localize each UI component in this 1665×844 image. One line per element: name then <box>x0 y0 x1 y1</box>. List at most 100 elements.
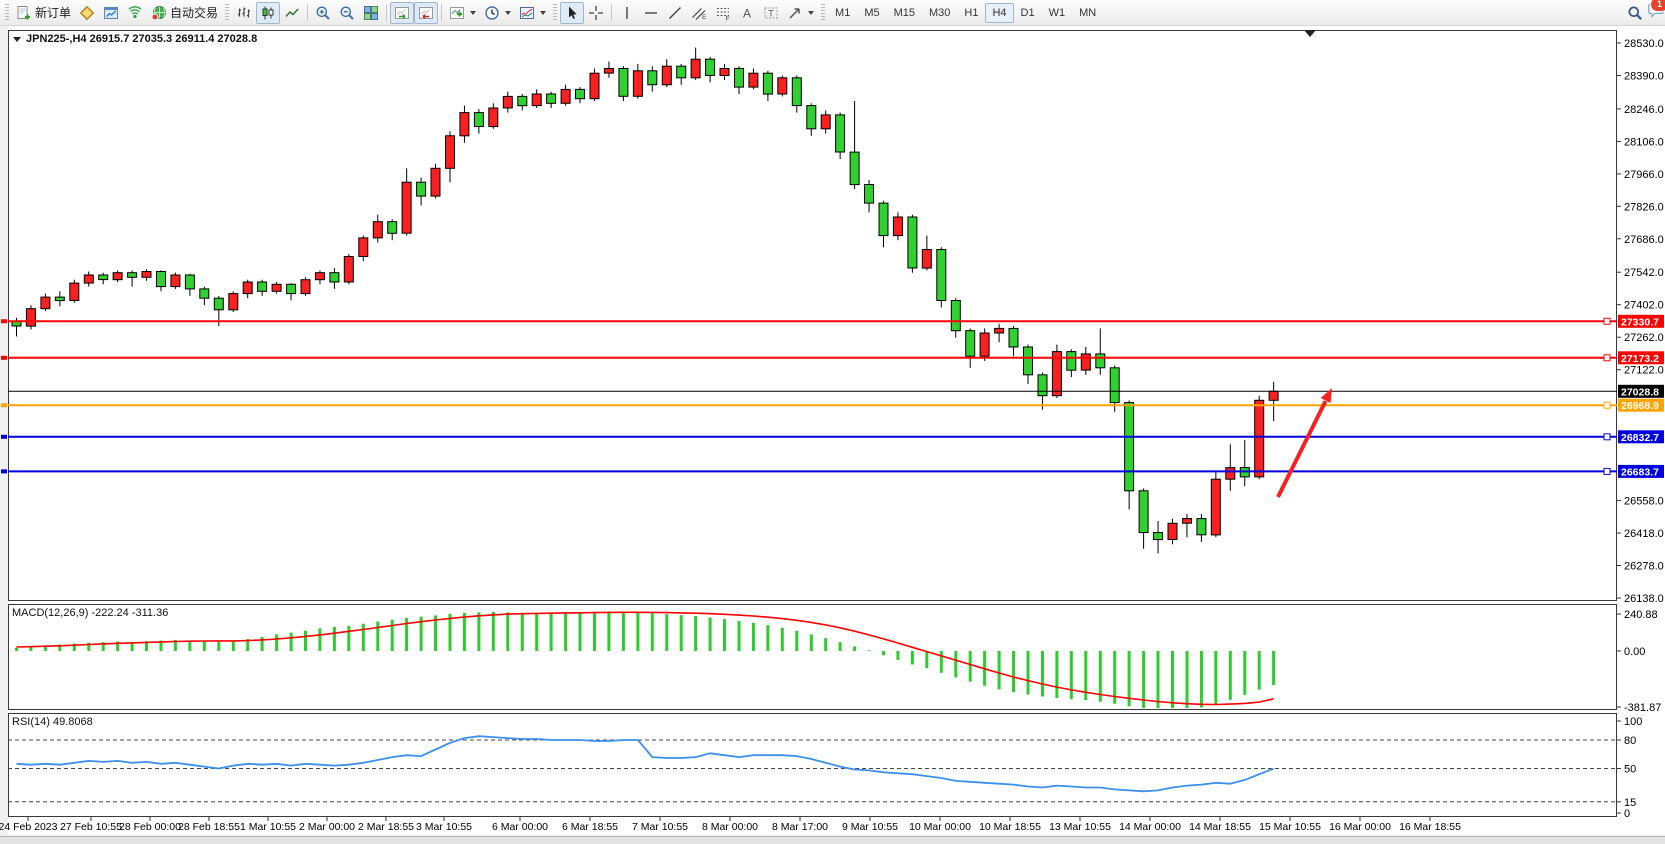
candle-body <box>372 221 383 239</box>
timeframe-M15[interactable]: M15 <box>887 3 922 23</box>
hline-left-marker <box>1 469 7 474</box>
rsi-axis-label: 0 <box>1624 808 1630 820</box>
zoom-in-button[interactable] <box>311 2 335 24</box>
candle-body <box>762 72 773 95</box>
candle-body <box>459 112 470 137</box>
chart-upload-button[interactable] <box>99 2 123 24</box>
text-icon: A <box>739 5 755 21</box>
hline-handle[interactable] <box>1603 354 1611 362</box>
candle-body <box>1138 490 1149 534</box>
price-axis-label: 28246.0 <box>1624 104 1664 116</box>
candle-body <box>531 93 542 107</box>
text-label-button[interactable]: T <box>759 2 783 24</box>
toolbar-grip[interactable] <box>553 3 558 22</box>
time-axis-label: 9 Mar 10:55 <box>842 821 898 833</box>
new-order-button[interactable]: 新订单 <box>12 2 75 24</box>
indicators-icon <box>449 5 465 21</box>
candle-body <box>1210 478 1221 536</box>
candlestick-chart-button[interactable] <box>256 1 281 24</box>
chart-background <box>8 26 1665 835</box>
line-chart-button[interactable] <box>280 2 304 24</box>
dropdown-caret-icon[interactable] <box>540 10 547 15</box>
timeframe-H4[interactable]: H4 <box>985 2 1014 23</box>
toolbar-grip[interactable] <box>225 3 230 22</box>
candle-body <box>1225 467 1236 480</box>
candle-body <box>878 202 889 237</box>
clock-icon <box>484 5 500 21</box>
candle-body <box>892 216 903 237</box>
vertical-line-button[interactable] <box>615 2 639 24</box>
dropdown-caret-icon[interactable] <box>470 10 477 15</box>
tile-windows-button[interactable] <box>359 2 383 24</box>
search-button[interactable] <box>1623 2 1647 24</box>
candle-body <box>950 300 961 332</box>
autotrading-button[interactable]: 自动交易 <box>147 2 222 24</box>
metaeditor-button[interactable] <box>75 2 99 24</box>
time-axis-label: 15 Mar 10:55 <box>1259 821 1321 833</box>
toolbar-grip[interactable] <box>821 3 826 22</box>
text-button[interactable]: A <box>735 2 759 24</box>
rsi-axis-label: 80 <box>1624 735 1636 747</box>
timeframe-M30[interactable]: M30 <box>922 3 957 23</box>
hline-handle[interactable] <box>1603 401 1611 409</box>
toolbar-grip[interactable] <box>5 3 9 22</box>
periods-button[interactable] <box>480 2 515 24</box>
candle-body <box>199 288 210 299</box>
arrow-head <box>1320 388 1332 403</box>
candle-body <box>1153 532 1163 541</box>
timeframe-W1[interactable]: W1 <box>1042 3 1073 23</box>
price-tag-label: 26832.7 <box>1621 432 1659 444</box>
time-axis-label: 7 Mar 10:55 <box>632 821 688 833</box>
timeframe-H1[interactable]: H1 <box>957 3 985 23</box>
status-bar <box>0 836 1665 844</box>
arrow-annotation[interactable] <box>1276 388 1332 498</box>
signals-button[interactable] <box>123 2 147 24</box>
arrows-button[interactable] <box>783 2 818 24</box>
candle-body <box>184 274 195 290</box>
hline-handle[interactable] <box>1603 317 1611 325</box>
candle-body <box>170 274 181 288</box>
bar-chart-button[interactable] <box>232 2 256 24</box>
price-axis-label: 27686.0 <box>1624 234 1664 246</box>
hline-objects[interactable] <box>1 317 1617 475</box>
price-tag <box>1618 351 1664 365</box>
candle-body <box>98 274 109 281</box>
indicators-button[interactable] <box>445 2 480 24</box>
dropdown-caret-icon[interactable] <box>505 10 512 15</box>
hline-handle[interactable] <box>1603 433 1611 441</box>
symbol-dropdown-caret-icon[interactable] <box>13 36 21 42</box>
time-axis-label: 6 Mar 18:55 <box>562 821 618 833</box>
crosshair-button[interactable] <box>584 2 608 24</box>
candle-body <box>1095 353 1106 369</box>
main-panel-frame <box>8 30 1617 601</box>
candle-body <box>141 271 152 278</box>
timeframe-M5[interactable]: M5 <box>857 3 886 23</box>
timeframe-MN[interactable]: MN <box>1072 3 1103 23</box>
chat-button[interactable]: 1 <box>1647 0 1665 24</box>
templates-button[interactable] <box>515 2 550 24</box>
price-tag-label: 27028.8 <box>1621 386 1659 398</box>
price-axis-label: 28530.0 <box>1624 38 1664 50</box>
chart-shift-button[interactable] <box>414 1 439 24</box>
macd-axis-label: 240.88 <box>1624 609 1658 621</box>
hline-handle[interactable] <box>1603 467 1611 475</box>
zoom-out-button[interactable] <box>335 2 359 24</box>
chart-shift-marker[interactable] <box>1304 30 1316 37</box>
timeframe-M1[interactable]: M1 <box>828 3 857 23</box>
trendline-button[interactable] <box>663 2 687 24</box>
price-tag-label: 26683.7 <box>1621 466 1659 478</box>
candle-body <box>575 88 585 100</box>
bar-chart-icon <box>236 5 252 21</box>
auto-scroll-button[interactable] <box>390 1 415 24</box>
candle-body <box>83 274 94 284</box>
fibonacci-button[interactable]: F <box>711 2 735 24</box>
timeframe-D1[interactable]: D1 <box>1014 3 1042 23</box>
horizontal-line-button[interactable] <box>639 2 663 24</box>
price-axis[interactable]: 28530.0 28390.0 28246.0 28106.0 27966.0 27826… <box>1617 38 1664 605</box>
cursor-button[interactable] <box>560 1 585 24</box>
equidistant-channel-button[interactable]: E <box>687 2 711 24</box>
signals-icon <box>127 5 143 21</box>
dropdown-caret-icon[interactable] <box>808 10 815 15</box>
